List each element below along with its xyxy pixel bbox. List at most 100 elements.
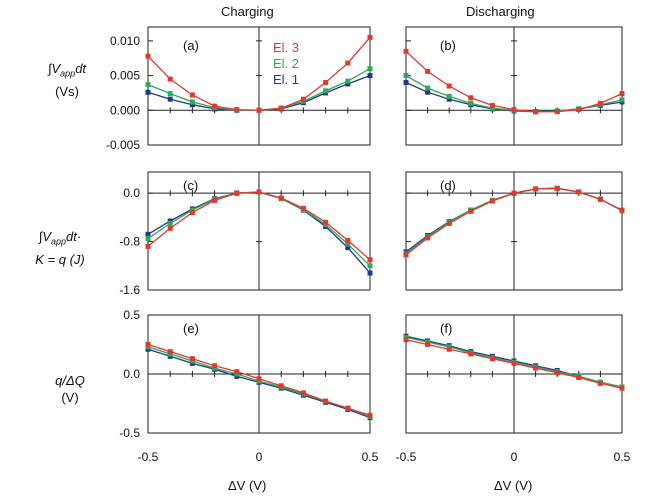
legend-entry: El. 2 bbox=[273, 56, 299, 71]
data-point bbox=[468, 208, 474, 214]
data-point bbox=[446, 346, 452, 352]
row3-ylabel: q/ΔQ (V) bbox=[55, 373, 85, 405]
column-title-charging: Charging bbox=[221, 4, 274, 19]
data-point bbox=[576, 107, 582, 113]
data-point bbox=[345, 237, 351, 243]
x-tick-label: 0.5 bbox=[614, 450, 631, 464]
panel-label: (b) bbox=[440, 38, 456, 53]
panel-label: (a) bbox=[183, 38, 199, 53]
data-point bbox=[403, 48, 409, 54]
data-point bbox=[145, 82, 151, 88]
data-point bbox=[323, 219, 329, 225]
panel-label: (e) bbox=[183, 321, 199, 336]
data-point bbox=[489, 356, 495, 362]
y-tick-label: 0.010 bbox=[110, 34, 140, 48]
data-point bbox=[189, 356, 195, 362]
data-point bbox=[189, 102, 195, 108]
y-tick-label: 0.005 bbox=[110, 69, 140, 83]
legend-entry: El. 1 bbox=[273, 72, 299, 87]
data-point bbox=[212, 363, 218, 369]
data-point bbox=[576, 189, 582, 195]
data-point bbox=[256, 107, 262, 113]
data-point bbox=[167, 349, 173, 355]
data-point bbox=[597, 380, 603, 386]
data-point bbox=[533, 365, 539, 371]
data-point bbox=[511, 107, 517, 113]
data-point bbox=[597, 100, 603, 106]
data-point bbox=[167, 96, 173, 102]
data-point bbox=[345, 60, 351, 66]
x-tick-label: 0 bbox=[256, 450, 263, 464]
data-point bbox=[619, 91, 625, 97]
row1-ylabel: ∫Vappdt (Vs) bbox=[47, 61, 87, 99]
data-point bbox=[425, 342, 431, 347]
data-point bbox=[367, 270, 373, 276]
data-point bbox=[554, 109, 560, 115]
data-point bbox=[597, 196, 603, 202]
data-point bbox=[167, 91, 173, 97]
data-point bbox=[446, 93, 452, 99]
data-point bbox=[403, 80, 409, 86]
data-point bbox=[367, 412, 373, 418]
data-point bbox=[145, 236, 151, 242]
data-point bbox=[619, 385, 625, 391]
row2-ylabel: ∫Vappdt· K = q (J) bbox=[35, 229, 85, 267]
data-point bbox=[278, 383, 284, 389]
data-point bbox=[167, 220, 173, 226]
data-point bbox=[145, 243, 151, 249]
xlabel-discharging: ΔV (V) bbox=[494, 478, 533, 493]
data-point bbox=[489, 105, 495, 111]
data-point bbox=[619, 97, 625, 103]
data-point bbox=[300, 390, 306, 396]
data-point bbox=[367, 73, 373, 79]
data-point bbox=[468, 351, 474, 357]
y-tick-label: 0.5 bbox=[123, 308, 140, 322]
data-point bbox=[256, 376, 262, 382]
data-point bbox=[367, 263, 373, 269]
data-point bbox=[403, 337, 409, 343]
y-tick-label: 0.0 bbox=[123, 367, 140, 381]
y-tick-label: -0.5 bbox=[119, 426, 140, 440]
data-point bbox=[446, 220, 452, 226]
data-point bbox=[345, 241, 351, 247]
data-point bbox=[345, 245, 351, 251]
panel-label: (f) bbox=[440, 321, 452, 336]
panel-label: (c) bbox=[183, 178, 198, 193]
data-point bbox=[446, 96, 452, 102]
xlabel-charging: ΔV (V) bbox=[228, 478, 267, 493]
data-point bbox=[234, 107, 240, 113]
data-point bbox=[167, 76, 173, 82]
data-point bbox=[256, 189, 262, 195]
x-tick-label: 0 bbox=[511, 450, 518, 464]
data-point bbox=[145, 231, 151, 237]
data-point bbox=[468, 100, 474, 106]
y-tick-label: 0.000 bbox=[110, 103, 140, 117]
data-point bbox=[576, 375, 582, 381]
data-point bbox=[278, 105, 284, 111]
data-point bbox=[345, 78, 351, 84]
y-tick-label: -0.8 bbox=[119, 235, 140, 249]
data-point bbox=[533, 109, 539, 115]
data-point bbox=[403, 252, 409, 258]
data-point bbox=[425, 235, 431, 241]
data-point bbox=[234, 369, 240, 375]
data-point bbox=[403, 73, 409, 79]
data-point bbox=[367, 257, 373, 263]
data-point bbox=[425, 85, 431, 91]
data-point bbox=[367, 34, 373, 40]
data-point bbox=[425, 89, 431, 95]
data-point bbox=[619, 207, 625, 213]
data-point bbox=[189, 99, 195, 105]
data-point bbox=[278, 195, 284, 201]
data-point bbox=[189, 92, 195, 98]
legend-entry: El. 3 bbox=[273, 40, 299, 55]
data-point bbox=[212, 103, 218, 109]
y-tick-label: -1.6 bbox=[119, 283, 140, 297]
data-point bbox=[446, 83, 452, 89]
data-point bbox=[511, 190, 517, 196]
data-point bbox=[511, 360, 517, 366]
data-point bbox=[234, 190, 240, 196]
data-point bbox=[367, 66, 373, 72]
data-point bbox=[323, 80, 329, 86]
